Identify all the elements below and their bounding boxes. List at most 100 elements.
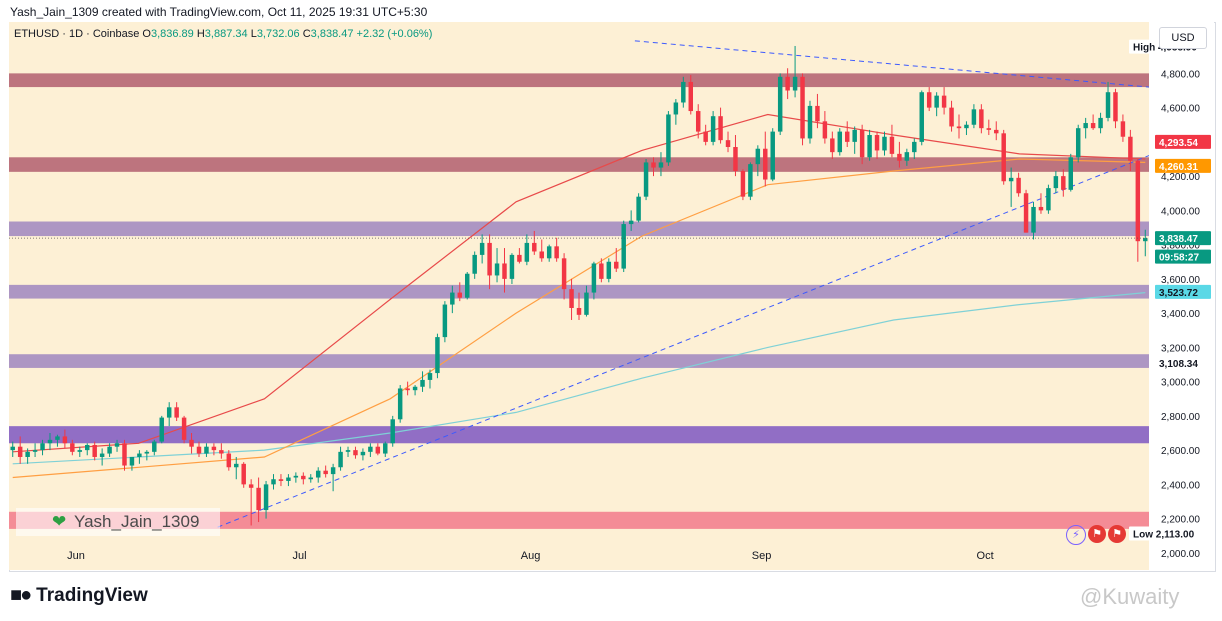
candle-body xyxy=(1083,123,1088,129)
candle-body xyxy=(994,129,999,134)
legend-high-label: H xyxy=(196,28,205,40)
candle-body xyxy=(1008,177,1014,182)
candle-body xyxy=(152,441,157,452)
candle-body xyxy=(934,95,939,108)
candle-body xyxy=(979,109,984,129)
y-tick-label: 3,800.00 xyxy=(1161,241,1200,252)
sr-zone-5 xyxy=(9,426,1149,444)
candle-body xyxy=(1061,176,1066,190)
candle-body xyxy=(25,451,30,457)
candle-body xyxy=(830,138,835,153)
candle-body xyxy=(70,443,75,452)
legend-low-label: L xyxy=(250,28,257,40)
candle-body xyxy=(457,292,463,298)
candle-body xyxy=(576,307,582,315)
y-tick-label: 4,000.00 xyxy=(1161,206,1200,217)
candle-body xyxy=(859,129,865,158)
legend-open: 3,836.89 xyxy=(150,28,194,40)
candle-body xyxy=(286,477,291,481)
candle-body xyxy=(330,467,336,475)
candle-body xyxy=(651,162,656,168)
candle-body xyxy=(77,450,83,452)
candle-body xyxy=(129,456,135,466)
candle-body xyxy=(219,450,224,454)
candle-body xyxy=(867,135,872,158)
candle-body xyxy=(405,388,410,391)
kuwaity-watermark: @Kuwaity xyxy=(1080,584,1180,609)
candle-body xyxy=(755,148,761,165)
tradingview-logo[interactable]: ■● TradingView xyxy=(10,584,148,607)
candlestick-chart[interactable]: 2,000.00 2,200.00 2,400.00 2,600.00 2,800.00… xyxy=(9,22,1214,570)
x-tick-label: Jun xyxy=(67,550,85,562)
us-flag-icon[interactable]: ⚑ xyxy=(1108,525,1126,543)
candle-body xyxy=(681,81,686,103)
legend-close: 3,838.47 xyxy=(310,28,354,40)
candle-body xyxy=(539,251,544,259)
candle-body xyxy=(770,131,775,180)
ema50-line xyxy=(12,158,1146,479)
candle-body xyxy=(695,111,701,132)
price-label-text: 09:58:27 xyxy=(1159,253,1199,264)
candle-body xyxy=(1143,238,1148,242)
legend-high: 3,887.34 xyxy=(204,28,248,40)
candle-body xyxy=(688,81,693,112)
legend-symbol: ETHUSD · 1D · Coinbase xyxy=(14,28,140,40)
candle-body xyxy=(524,242,530,262)
us-flag-icon[interactable]: ⚑ xyxy=(1088,525,1106,543)
candle-body xyxy=(845,131,850,142)
candle-body xyxy=(569,289,574,308)
lightning-icon[interactable]: ⚡ xyxy=(1066,525,1086,545)
candle-body xyxy=(822,121,828,139)
candle-body xyxy=(360,451,366,456)
indicator-icons: ⚡ ⚑ ⚑ xyxy=(1066,525,1126,545)
candle-body xyxy=(211,446,217,451)
candle-body xyxy=(315,470,321,478)
candle-body xyxy=(99,453,105,457)
candle-body xyxy=(912,141,917,153)
y-tick-label: 4,800.00 xyxy=(1161,69,1200,80)
candle-body xyxy=(494,263,500,276)
price-label-box xyxy=(1155,134,1211,149)
candle-body xyxy=(964,124,969,129)
candle-body xyxy=(748,164,753,197)
candle-body xyxy=(614,261,619,269)
candle-body xyxy=(733,147,738,171)
candle-body xyxy=(986,128,992,130)
sr-zone-4 xyxy=(9,354,1149,368)
candle-body xyxy=(412,386,418,391)
candle-body xyxy=(427,373,433,380)
candle-body xyxy=(263,484,269,511)
candle-body xyxy=(777,76,783,132)
candle-body xyxy=(517,254,522,262)
candle-body xyxy=(308,477,313,480)
candle-body xyxy=(919,92,924,142)
candle-body xyxy=(1075,128,1081,158)
candle-body xyxy=(1120,121,1126,137)
candle-body xyxy=(658,162,664,168)
candle-body xyxy=(62,436,68,444)
candle-body xyxy=(584,292,589,315)
candle-body xyxy=(554,246,559,259)
tradingview-logo-text: TradingView xyxy=(36,584,148,606)
y-tick-label: 2,400.00 xyxy=(1161,480,1200,491)
candle-body xyxy=(636,196,641,221)
ema20-line xyxy=(12,113,1146,453)
candle-body xyxy=(941,95,947,108)
candle-body xyxy=(196,446,202,454)
sr-zone-0 xyxy=(9,73,1149,88)
currency-button[interactable]: USD xyxy=(1159,27,1207,49)
candle-body xyxy=(338,451,343,468)
candle-body xyxy=(1113,92,1118,122)
candle-body xyxy=(256,487,261,511)
candle-body xyxy=(375,446,381,454)
candle-body xyxy=(949,107,954,127)
candle-body xyxy=(926,92,932,108)
candle-body xyxy=(740,170,746,197)
candle-body xyxy=(1023,193,1029,233)
y-tick-label: 3,400.00 xyxy=(1161,309,1200,320)
candle-body xyxy=(472,254,477,274)
candle-body xyxy=(144,451,150,454)
candle-body xyxy=(1105,92,1111,118)
candle-body xyxy=(397,388,403,420)
sr-zone-1 xyxy=(9,157,1149,172)
